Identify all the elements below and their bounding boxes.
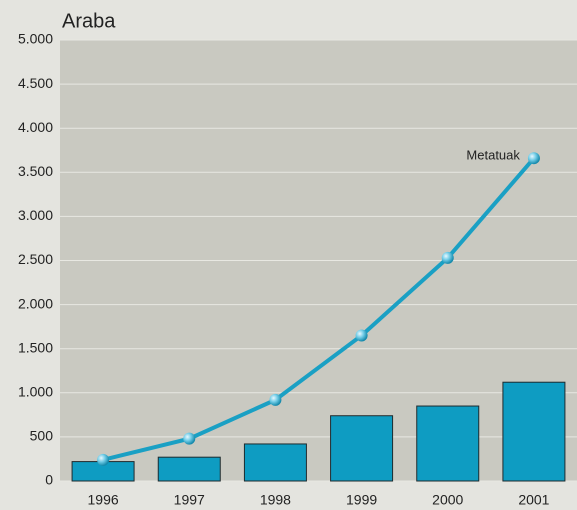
- line-marker: [183, 432, 196, 445]
- y-tick-label: 0: [45, 472, 53, 488]
- line: [102, 156, 536, 462]
- y-tick-label: 4.000: [18, 119, 53, 135]
- x-tick-label: 1999: [346, 492, 377, 508]
- bar: [502, 381, 566, 482]
- line-marker: [269, 393, 282, 406]
- x-tick-label: 1998: [260, 492, 291, 508]
- y-tick-label: 4.500: [18, 75, 53, 91]
- x-tick-label: 1996: [88, 492, 119, 508]
- y-tick-label: 1.000: [18, 384, 53, 400]
- bar: [330, 415, 394, 482]
- x-tick-label: 2000: [432, 492, 463, 508]
- x-tick-label: 1997: [174, 492, 205, 508]
- bar: [157, 456, 221, 482]
- series-label: Metatuak: [466, 148, 520, 163]
- y-tick-label: 3.500: [18, 163, 53, 179]
- y-tick-label: 2.000: [18, 295, 53, 311]
- x-tick-label: 2001: [518, 492, 549, 508]
- line-marker: [97, 453, 110, 466]
- y-tick-label: 1.500: [18, 339, 53, 355]
- y-tick-label: 500: [30, 428, 54, 444]
- bar: [416, 405, 480, 482]
- chart-title: Araba: [62, 10, 116, 32]
- y-tick-label: 2.500: [18, 251, 53, 267]
- line-marker: [527, 152, 540, 165]
- line-marker: [355, 329, 368, 342]
- y-tick-label: 5.000: [18, 31, 53, 47]
- y-tick-label: 3.000: [18, 207, 53, 223]
- bar: [243, 443, 307, 482]
- line-marker: [441, 251, 454, 264]
